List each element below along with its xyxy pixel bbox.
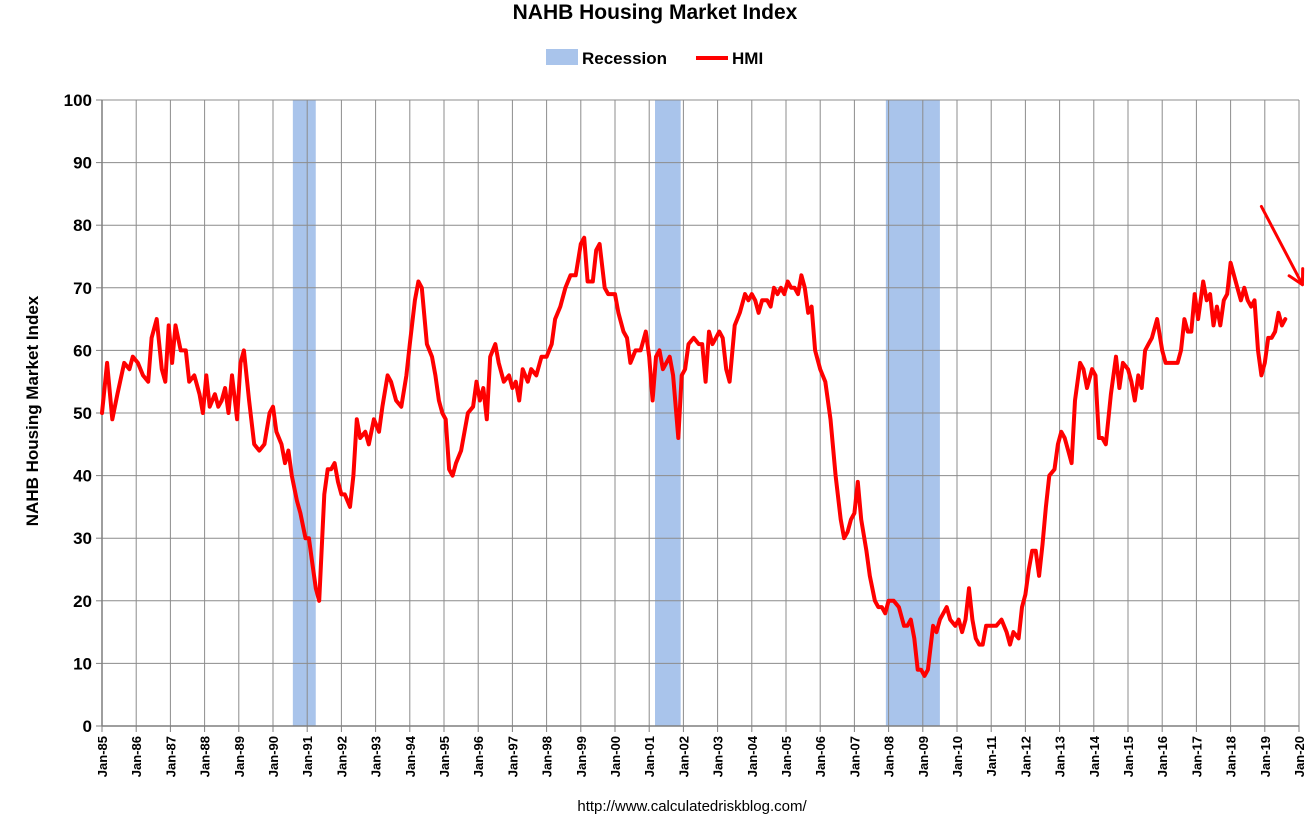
y-tick-label-90: 90 xyxy=(73,154,92,173)
series-layer xyxy=(100,235,1288,678)
y-tick-label-50: 50 xyxy=(73,404,92,423)
x-tick-label-Jan-90: Jan-90 xyxy=(266,736,281,777)
x-tick-label-Jan-12: Jan-12 xyxy=(1018,736,1033,777)
x-tick-label-Jan-06: Jan-06 xyxy=(813,736,828,777)
y-tick-label-30: 30 xyxy=(73,529,92,548)
x-tick-label-Jan-07: Jan-07 xyxy=(847,736,862,777)
x-tick-label-Jan-10: Jan-10 xyxy=(950,736,965,777)
x-tick-label-Jan-19: Jan-19 xyxy=(1258,736,1273,777)
y-tick-label-70: 70 xyxy=(73,279,92,298)
x-tick-label-Jan-05: Jan-05 xyxy=(779,736,794,777)
x-tick-labels: Jan-85 Jan-86 Jan-87 Jan-88 Jan-89 Jan-90 Jan-… xyxy=(95,735,1307,777)
x-tick-label-Jan-18: Jan-18 xyxy=(1224,736,1239,777)
legend-swatch-recession xyxy=(546,49,578,65)
x-tick-label-Jan-92: Jan-92 xyxy=(334,736,349,777)
x-tick-label-Jan-87: Jan-87 xyxy=(163,736,178,777)
x-tick-label-Jan-13: Jan-13 xyxy=(1053,736,1068,777)
series-line-hmi xyxy=(100,235,1288,678)
legend: Recession HMI xyxy=(546,49,763,68)
legend-label-recession: Recession xyxy=(582,49,667,68)
y-tick-labels: 0 10 20 30 40 50 60 70 80 90 100 xyxy=(64,91,92,736)
x-tick-label-Jan-98: Jan-98 xyxy=(540,736,555,777)
x-tick-label-Jan-16: Jan-16 xyxy=(1155,736,1170,777)
y-axis-label: NAHB Housing Market Index xyxy=(23,295,42,526)
x-tick-label-Jan-99: Jan-99 xyxy=(574,736,589,777)
x-tick-label-Jan-86: Jan-86 xyxy=(129,736,144,777)
x-tick-label-Jan-03: Jan-03 xyxy=(711,736,726,777)
y-tick-label-60: 60 xyxy=(73,341,92,360)
annotation-arrow-shaft-0 xyxy=(1259,204,1304,287)
source-label: http://www.calculatedriskblog.com/ xyxy=(577,798,807,815)
x-tick-label-Jan-96: Jan-96 xyxy=(471,736,486,777)
x-tick-label-Jan-09: Jan-09 xyxy=(916,736,931,777)
x-tick-label-Jan-15: Jan-15 xyxy=(1121,736,1136,777)
annotation-layer xyxy=(1259,204,1305,287)
x-tick-label-Jan-01: Jan-01 xyxy=(642,736,657,777)
chart-title: NAHB Housing Market Index xyxy=(513,1,798,24)
x-tick-label-Jan-11: Jan-11 xyxy=(984,736,999,776)
x-tick-label-Jan-97: Jan-97 xyxy=(505,736,520,777)
annotation-arrow-head-0 xyxy=(1287,267,1305,287)
x-tick-label-Jan-17: Jan-17 xyxy=(1189,736,1204,777)
x-tick-label-Jan-20: Jan-20 xyxy=(1292,736,1307,777)
x-tick-label-Jan-04: Jan-04 xyxy=(745,735,760,777)
x-tick-label-Jan-95: Jan-95 xyxy=(437,736,452,777)
x-tick-label-Jan-94: Jan-94 xyxy=(403,735,418,777)
x-tick-label-Jan-93: Jan-93 xyxy=(369,736,384,777)
x-tick-label-Jan-02: Jan-02 xyxy=(676,736,691,777)
x-tick-label-Jan-08: Jan-08 xyxy=(882,736,897,777)
y-tick-label-80: 80 xyxy=(73,216,92,235)
x-tick-label-Jan-14: Jan-14 xyxy=(1087,735,1102,777)
x-tick-label-Jan-85: Jan-85 xyxy=(95,736,110,777)
y-tick-label-100: 100 xyxy=(64,91,92,110)
legend-label-hmi: HMI xyxy=(732,49,763,68)
x-tick-label-Jan-89: Jan-89 xyxy=(232,736,247,777)
x-tick-label-Jan-91: Jan-91 xyxy=(300,736,315,777)
y-tick-label-0: 0 xyxy=(83,717,92,736)
y-tick-label-10: 10 xyxy=(73,654,92,673)
x-tick-label-Jan-00: Jan-00 xyxy=(608,736,623,777)
x-tick-label-Jan-88: Jan-88 xyxy=(198,736,213,777)
y-tick-label-40: 40 xyxy=(73,467,92,486)
y-tick-label-20: 20 xyxy=(73,592,92,611)
